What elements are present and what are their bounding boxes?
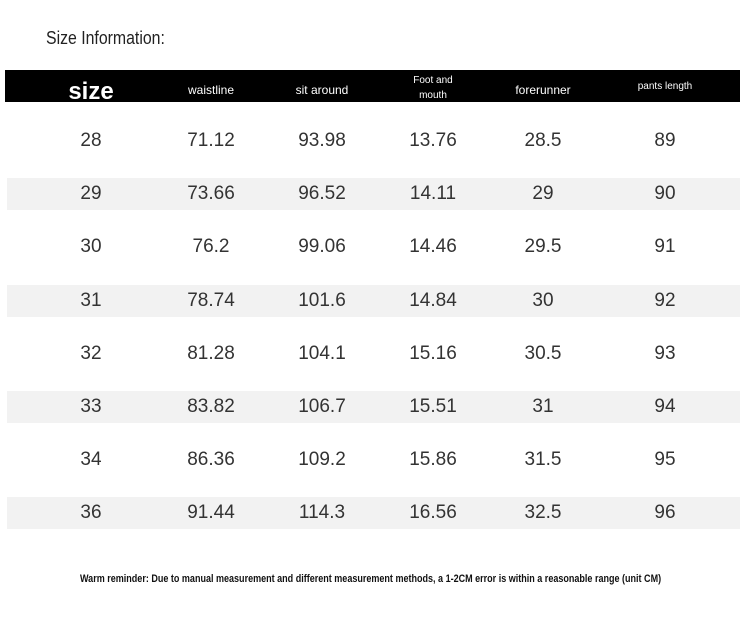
title: Size Information: — [46, 28, 165, 48]
table-cell: 99.06 — [298, 236, 346, 258]
row-shade — [7, 178, 740, 211]
table-cell: 86.36 — [187, 449, 235, 471]
table-cell: 15.51 — [409, 396, 457, 417]
table-cell: 76.2 — [192, 236, 230, 258]
column-header: sit around — [295, 83, 349, 97]
table-cell: 93 — [654, 342, 676, 364]
table-cell: 33 — [80, 396, 102, 417]
row-shade — [7, 497, 740, 530]
table-cell: 73.66 — [187, 183, 235, 205]
table-cell: 91.44 — [187, 502, 235, 524]
table-cell: 16.56 — [409, 502, 457, 524]
table-cell: 15.16 — [409, 342, 457, 364]
table-cell: 94 — [654, 396, 676, 417]
column-header: forerunner — [515, 83, 571, 97]
column-header: waistline — [187, 83, 235, 97]
row-shade — [7, 284, 740, 317]
table-cell: 32 — [80, 342, 102, 364]
table-cell: 14.46 — [409, 236, 457, 258]
table-cell: 83.82 — [187, 396, 235, 417]
table-cell: 28 — [80, 130, 102, 151]
table-cell: 93.98 — [298, 130, 346, 151]
table-cell: 15.86 — [409, 449, 457, 471]
table-cell: 30.5 — [524, 342, 562, 364]
table-cell: 32.5 — [524, 502, 562, 524]
table-cell: 96 — [654, 502, 676, 524]
footer-note: Warm reminder: Due to manual measurement… — [80, 573, 662, 585]
header-bar — [5, 70, 740, 102]
table-cell: 31 — [532, 396, 554, 417]
table-cell: 31.5 — [524, 449, 562, 471]
table-cell: 14.11 — [409, 183, 457, 205]
column-header: Foot and mouth — [413, 75, 453, 101]
table-cell: 114.3 — [298, 502, 346, 524]
column-header: size — [68, 78, 114, 105]
table-cell: 29 — [80, 183, 102, 205]
table-cell: 31 — [80, 289, 102, 311]
table-cell: 109.2 — [298, 449, 346, 471]
table-cell: 30 — [80, 236, 102, 258]
table-cell: 96.52 — [298, 183, 346, 205]
table-cell: 29 — [532, 183, 554, 205]
table-cell: 34 — [80, 449, 102, 471]
table-cell: 95 — [654, 449, 676, 471]
table-cell: 29.5 — [524, 236, 562, 258]
table-cell: 78.74 — [187, 289, 235, 311]
table-cell: 106.7 — [298, 396, 346, 417]
table-cell: 30 — [532, 289, 554, 311]
table-cell: 104.1 — [298, 342, 346, 364]
table-cell: 101.6 — [298, 289, 346, 311]
table-cell: 92 — [654, 289, 676, 311]
table-cell: 13.76 — [409, 130, 457, 151]
table-cell: 28.5 — [524, 130, 562, 151]
table-cell: 36 — [80, 502, 102, 524]
table-cell: 14.84 — [409, 289, 457, 311]
column-header: pants length — [637, 81, 693, 92]
table-cell: 91 — [654, 236, 676, 258]
table-cell: 81.28 — [187, 342, 235, 364]
table-cell: 89 — [654, 130, 676, 151]
row-shade — [7, 391, 740, 423]
table-cell: 90 — [654, 183, 676, 205]
table-cell: 71.12 — [187, 130, 235, 151]
